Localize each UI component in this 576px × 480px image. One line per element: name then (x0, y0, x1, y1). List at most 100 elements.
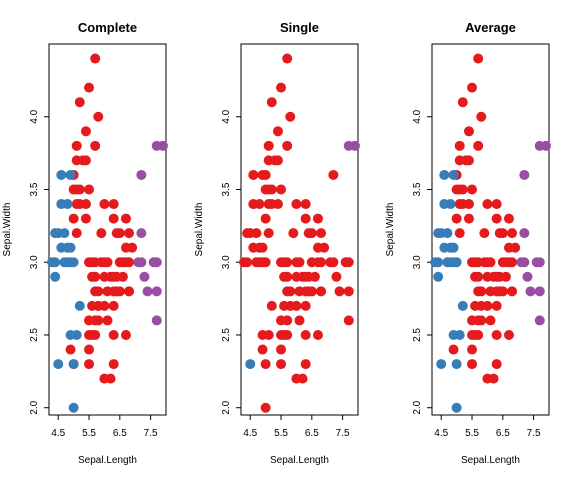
data-point (74, 97, 85, 108)
y-tick-label: 3.5 (29, 182, 40, 196)
data-point (279, 257, 290, 268)
data-point (507, 228, 518, 239)
data-point (479, 228, 490, 239)
data-point (473, 53, 484, 64)
data-point (534, 286, 545, 297)
data-point (300, 300, 311, 311)
data-point (470, 257, 481, 268)
data-point (102, 315, 113, 326)
data-point (93, 111, 104, 122)
data-point (68, 257, 79, 268)
data-point (454, 155, 465, 166)
data-point (500, 271, 511, 282)
data-point (99, 199, 110, 210)
data-point (263, 329, 274, 340)
data-point (525, 286, 536, 297)
data-point (263, 140, 274, 151)
y-axis-label: Sepal.Width (194, 203, 205, 257)
data-point (282, 140, 293, 151)
data-point (306, 228, 317, 239)
data-point (491, 286, 502, 297)
data-point (519, 228, 530, 239)
data-point (349, 140, 360, 151)
data-point (300, 199, 311, 210)
data-point (276, 344, 287, 355)
data-point (157, 140, 168, 151)
data-point (56, 199, 67, 210)
data-point (120, 242, 131, 253)
data-point (488, 373, 499, 384)
data-point (71, 155, 82, 166)
data-point (297, 373, 308, 384)
data-point (312, 329, 323, 340)
data-point (120, 329, 131, 340)
data-point (68, 402, 79, 413)
data-point (451, 184, 462, 195)
data-point (65, 344, 76, 355)
data-point (90, 329, 101, 340)
x-tick-label: 4.5 (243, 428, 257, 439)
chart-title: Single (280, 20, 319, 35)
y-tick-label: 4.0 (412, 109, 423, 123)
data-point (457, 97, 468, 108)
data-point (276, 82, 287, 93)
data-point (503, 242, 514, 253)
plot-frame (431, 43, 550, 416)
data-point (482, 300, 493, 311)
data-point (457, 199, 468, 210)
data-point (294, 315, 305, 326)
data-point (282, 329, 293, 340)
data-point (276, 184, 287, 195)
x-tick-label: 4.5 (434, 428, 448, 439)
y-axis-label: Sepal.Width (2, 203, 13, 257)
data-point (108, 300, 119, 311)
x-tick-label: 5.5 (82, 428, 96, 439)
data-point (117, 257, 128, 268)
data-point (540, 140, 551, 151)
data-point (84, 184, 95, 195)
cluster-2-points (245, 359, 256, 370)
data-point (503, 213, 514, 224)
data-point (482, 199, 493, 210)
data-point (139, 271, 150, 282)
data-point (473, 329, 484, 340)
data-point (436, 228, 447, 239)
data-point (50, 257, 61, 268)
data-point (343, 315, 354, 326)
data-point (282, 286, 293, 297)
data-point (53, 228, 64, 239)
scatter-panel-complete: Complete 4.5 5.5 6.5 7.5 2.0 2.5 3.0 3.5 4.0 Sepal… (2, 20, 168, 466)
data-point (251, 257, 262, 268)
data-point (266, 199, 277, 210)
data-point (473, 140, 484, 151)
data-point (473, 286, 484, 297)
cluster-2-points (47, 169, 85, 413)
data-point (90, 140, 101, 151)
data-point (136, 169, 147, 180)
data-point (151, 257, 162, 268)
data-point (71, 329, 82, 340)
data-point (316, 228, 327, 239)
data-point (507, 286, 518, 297)
data-point (294, 257, 305, 268)
data-point (84, 359, 95, 370)
data-point (84, 315, 95, 326)
data-point (254, 242, 265, 253)
data-point (74, 199, 85, 210)
data-point (108, 199, 119, 210)
data-point (519, 257, 530, 268)
data-point (71, 228, 82, 239)
data-point (151, 315, 162, 326)
cluster-2-points (430, 169, 468, 413)
y-tick-label: 3.0 (221, 255, 232, 269)
data-point (309, 271, 320, 282)
data-point (463, 126, 474, 137)
data-point (534, 257, 545, 268)
data-point (485, 315, 496, 326)
cluster-3-points (343, 140, 360, 151)
data-point (136, 257, 147, 268)
data-point (53, 359, 64, 370)
plot-frame (48, 43, 167, 416)
data-point (68, 184, 79, 195)
x-tick-label: 7.5 (336, 428, 350, 439)
